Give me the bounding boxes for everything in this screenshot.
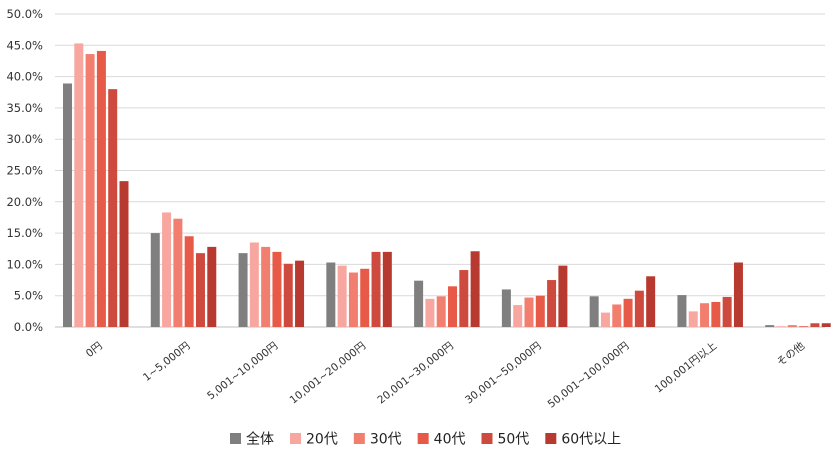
bar-1-3[interactable] xyxy=(238,253,248,327)
bar-4-6[interactable] xyxy=(535,295,545,327)
bar-5-3[interactable] xyxy=(283,263,293,327)
bar-5-1[interactable] xyxy=(108,89,118,328)
bar-3-7[interactable] xyxy=(612,304,622,327)
bar-3-9[interactable] xyxy=(787,325,797,327)
x-tick-label: 5,001~10,000円 xyxy=(205,340,280,402)
y-tick-label: 50.0% xyxy=(6,7,43,21)
legend-swatch xyxy=(545,433,557,444)
bar-3-2[interactable] xyxy=(173,218,183,327)
legend-item-6[interactable]: 60代以上 xyxy=(545,432,621,448)
legend-swatch xyxy=(290,433,301,444)
bar-6-3[interactable] xyxy=(295,260,305,327)
bar-3-1[interactable] xyxy=(85,54,95,328)
bar-1-4[interactable] xyxy=(326,262,336,327)
legend-swatch xyxy=(230,433,241,444)
legend-label: 全体 xyxy=(246,431,274,448)
legend-item-3[interactable]: 30代 xyxy=(353,432,402,448)
legend-label: 30代 xyxy=(370,432,402,448)
bar-4-5[interactable] xyxy=(448,286,458,327)
legend-item-5[interactable]: 50代 xyxy=(481,432,529,448)
bar-5-4[interactable] xyxy=(371,251,381,327)
y-tick-label: 15.0% xyxy=(6,226,43,240)
y-tick-label: 45.0% xyxy=(6,38,43,52)
bar-4-9[interactable] xyxy=(799,326,809,327)
legend-label: 50代 xyxy=(497,432,529,448)
legend-label: 40代 xyxy=(434,432,466,448)
bar-5-2[interactable] xyxy=(195,253,205,327)
x-tick-label: 1~5,000円 xyxy=(141,340,193,384)
bar-4-8[interactable] xyxy=(711,301,721,327)
bar-1-5[interactable] xyxy=(414,280,424,327)
bar-4-1[interactable] xyxy=(96,50,106,328)
bar-6-4[interactable] xyxy=(382,251,392,327)
bar-2-3[interactable] xyxy=(249,242,259,327)
x-tick-label: 100,001円以上 xyxy=(653,340,719,396)
x-tick-label: 10,001~20,000円 xyxy=(288,340,369,407)
bar-4-3[interactable] xyxy=(272,251,282,327)
bar-1-8[interactable] xyxy=(677,295,687,327)
y-tick-label: 35.0% xyxy=(6,101,43,115)
x-tick-label: 20,001~30,000円 xyxy=(375,340,456,407)
bar-5-9[interactable] xyxy=(810,323,820,327)
bar-3-3[interactable] xyxy=(261,246,271,327)
legend-swatch xyxy=(481,433,493,444)
bar-2-2[interactable] xyxy=(162,212,172,327)
bar-2-9[interactable] xyxy=(776,326,786,327)
bars xyxy=(63,43,831,328)
bar-3-8[interactable] xyxy=(700,303,710,327)
bar-4-7[interactable] xyxy=(623,298,633,327)
bar-2-1[interactable] xyxy=(74,43,84,328)
bar-2-4[interactable] xyxy=(337,265,347,327)
bar-5-7[interactable] xyxy=(634,290,644,327)
y-tick-label: 0.0% xyxy=(14,320,43,334)
x-tick-label: 30,001~50,000円 xyxy=(463,340,544,407)
bar-5-5[interactable] xyxy=(459,270,469,327)
legend-swatch xyxy=(353,433,365,444)
bar-3-6[interactable] xyxy=(524,297,534,327)
bar-6-7[interactable] xyxy=(646,276,656,327)
bar-5-6[interactable] xyxy=(547,280,557,327)
y-axis-ticks: 0.0% 5.0% 10.0% 15.0% 20.0% 25.0% 30.0% 35.0% 40… xyxy=(6,7,43,334)
x-tick-label: その他 xyxy=(774,339,807,369)
bar-6-5[interactable] xyxy=(470,251,480,327)
legend-item-4[interactable]: 40代 xyxy=(417,432,466,448)
legend-label: 60代以上 xyxy=(561,432,621,448)
y-tick-label: 10.0% xyxy=(6,257,43,271)
bar-2-7[interactable] xyxy=(600,312,610,327)
y-tick-label: 20.0% xyxy=(6,195,43,209)
x-axis-ticks: 0円 1~5,000円 5,001~10,000円 10,001~20,000円 20,… xyxy=(84,339,808,411)
bar-6-6[interactable] xyxy=(558,265,568,327)
bar-3-5[interactable] xyxy=(436,296,446,327)
gridlines xyxy=(55,13,825,328)
legend-label: 20代 xyxy=(306,432,338,448)
x-tick-label: 0円 xyxy=(84,340,105,360)
bar-5-8[interactable] xyxy=(722,296,732,327)
legend-swatch xyxy=(417,433,429,444)
bar-6-9[interactable] xyxy=(821,323,831,327)
y-tick-label: 40.0% xyxy=(6,70,43,84)
legend-item-1[interactable]: 全体 xyxy=(230,431,274,448)
x-tick-label: 50,001~100,000円 xyxy=(546,340,632,411)
y-tick-label: 25.0% xyxy=(6,164,43,178)
bar-6-8[interactable] xyxy=(733,262,743,327)
bar-4-4[interactable] xyxy=(360,268,370,327)
y-tick-label: 5.0% xyxy=(14,289,43,303)
bar-3-4[interactable] xyxy=(348,272,358,327)
bar-1-1[interactable] xyxy=(63,83,72,328)
bar-2-6[interactable] xyxy=(513,305,523,327)
bar-6-2[interactable] xyxy=(207,246,217,327)
bar-2-8[interactable] xyxy=(688,311,698,327)
bar-6-1[interactable] xyxy=(119,181,129,327)
bar-2-5[interactable] xyxy=(425,298,435,327)
y-tick-label: 30.0% xyxy=(6,132,43,146)
bar-1-2[interactable] xyxy=(150,233,160,327)
bar-1-9[interactable] xyxy=(765,325,775,327)
legend-item-2[interactable]: 20代 xyxy=(290,432,338,448)
bar-1-6[interactable] xyxy=(501,289,511,327)
bar-4-2[interactable] xyxy=(184,236,194,327)
bar-1-7[interactable] xyxy=(589,296,599,327)
legend[interactable]: 全体 20代 30代 40代 50代 60代以上 xyxy=(230,431,621,448)
